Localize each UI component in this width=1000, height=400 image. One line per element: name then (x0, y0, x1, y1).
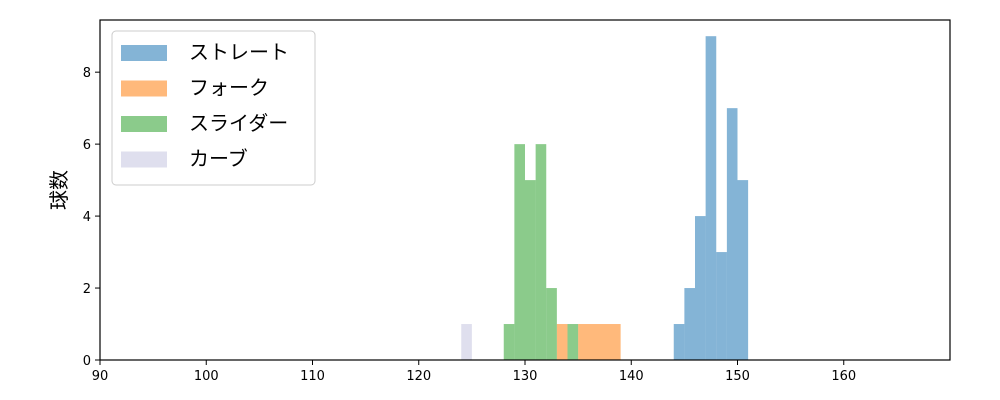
y-tick-label-1: 2 (83, 282, 91, 297)
bar-series-0-bin-3 (705, 36, 717, 360)
bar-series-2-bin-2 (525, 180, 536, 360)
bar-series-0-bin-0 (673, 324, 685, 360)
bar-series-0-bin-4 (716, 252, 727, 360)
legend-box (111, 30, 316, 186)
x-tick-label-0: 90 (92, 369, 109, 384)
x-tick-label-5: 140 (619, 369, 644, 384)
x-tick-label-1: 100 (194, 369, 219, 384)
bar-series-2-bin-0 (503, 324, 515, 360)
bar-series-0-bin-5 (726, 108, 738, 360)
bar-series-2-bin-5 (567, 324, 579, 360)
legend-swatch-2 (121, 116, 167, 132)
y-tick-label-3: 6 (83, 138, 91, 153)
x-tick-label-2: 110 (300, 369, 325, 384)
y-tick-label-2: 4 (83, 210, 91, 225)
x-axis: 90 100 110 120 130 140 150 160 (92, 360, 856, 384)
legend-label-3: カーブ (189, 147, 248, 171)
bar-series-1-bin-1 (578, 324, 621, 360)
x-tick-label-4: 130 (513, 369, 538, 384)
bar-series-2-bin-3 (535, 144, 547, 360)
y-axis: 0 2 4 6 8 (83, 66, 100, 369)
y-tick-label-0: 0 (83, 354, 91, 369)
x-tick-label-6: 150 (725, 369, 750, 384)
legend-label-1: フォーク (189, 76, 269, 100)
bar-series-0-bin-6 (737, 180, 749, 360)
legend-swatch-3 (121, 151, 167, 168)
legend-label-0: ストレート (189, 40, 289, 64)
y-axis-label: 球数 (47, 170, 71, 210)
x-tick-label-7: 160 (831, 369, 856, 384)
bar-series-0-bin-2 (695, 216, 706, 360)
bar-series-1-bin-0 (556, 324, 568, 360)
bar-series-0-bin-1 (684, 288, 695, 360)
bar-series-3-bin-0 (461, 324, 472, 360)
legend-swatch-1 (121, 80, 167, 97)
bar-series-2-bin-1 (514, 144, 525, 360)
y-tick-label-4: 8 (83, 66, 91, 81)
bars-layer (461, 36, 749, 360)
legend-swatch-0 (121, 45, 167, 61)
bar-series-2-bin-4 (546, 288, 557, 360)
x-tick-label-3: 120 (406, 369, 431, 384)
legend-label-2: スライダー (189, 111, 288, 135)
